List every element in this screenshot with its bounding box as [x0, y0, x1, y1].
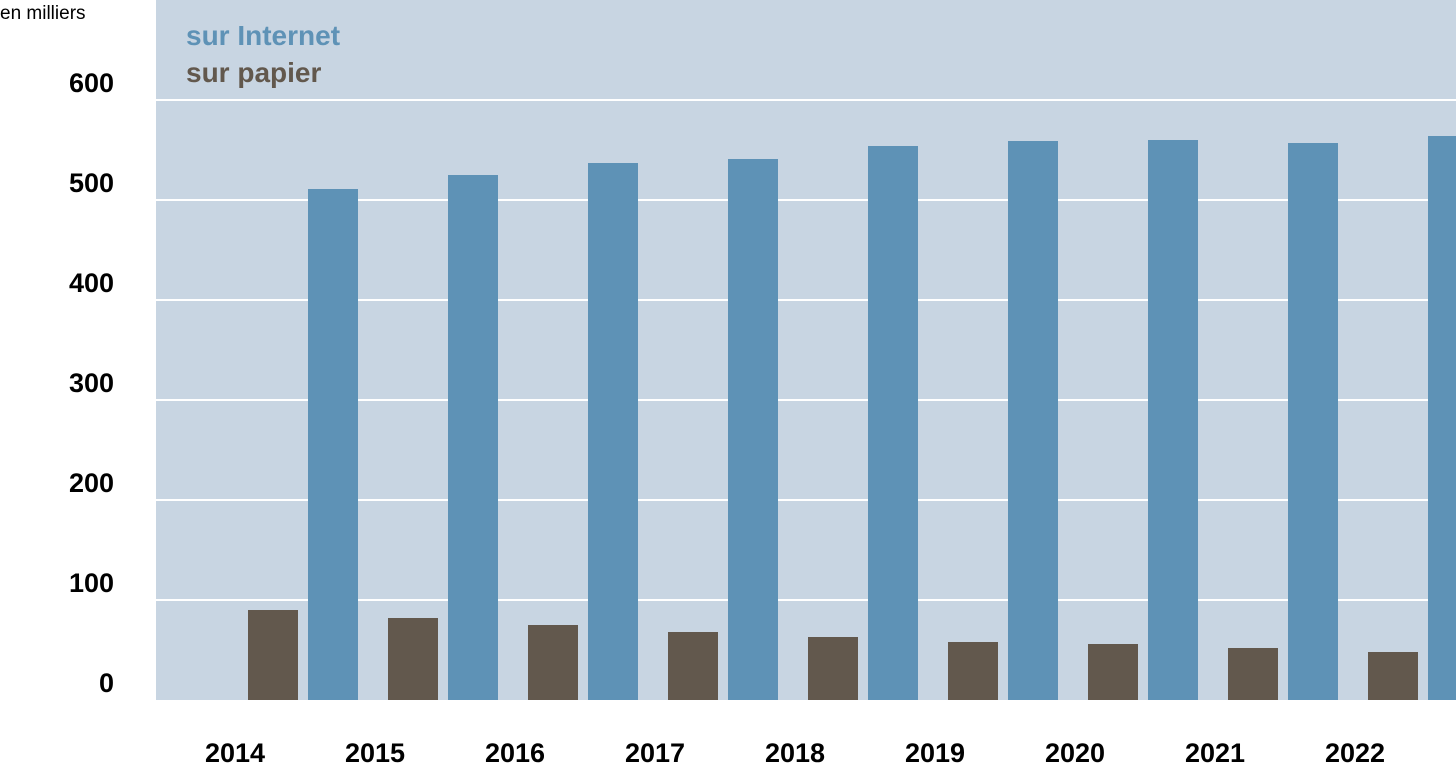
bar-sur-papier-2017 — [668, 632, 718, 700]
bar-sur-papier-2020 — [1088, 644, 1138, 700]
bar-sur-internet-2022 — [1428, 136, 1456, 700]
y-tick-label: 0 — [99, 668, 114, 698]
y-tick-label: 500 — [69, 168, 114, 198]
bar-sur-papier-2021 — [1228, 648, 1278, 700]
y-tick-label: 600 — [69, 68, 114, 98]
legend-entry: sur papier — [186, 57, 321, 88]
y-axis-tick-labels: 0 100 200 300 400 500 600 — [69, 68, 114, 698]
bar-sur-internet-2017 — [728, 159, 778, 700]
bar-sur-internet-2015 — [448, 175, 498, 700]
x-tick-label: 2021 — [1185, 738, 1245, 768]
x-tick-label: 2020 — [1045, 738, 1105, 768]
bars — [248, 136, 1456, 700]
x-tick-label: 2018 — [765, 738, 825, 768]
x-tick-label: 2019 — [905, 738, 965, 768]
bar-sur-internet-2014 — [308, 189, 358, 700]
plot-background — [156, 0, 1456, 700]
bar-sur-papier-2019 — [948, 642, 998, 700]
x-tick-label: 2016 — [485, 738, 545, 768]
bar-sur-internet-2020 — [1148, 140, 1198, 700]
bar-sur-papier-2015 — [388, 618, 438, 700]
y-tick-label: 400 — [69, 268, 114, 298]
bar-sur-internet-2016 — [588, 163, 638, 700]
bar-sur-internet-2018 — [868, 146, 918, 700]
x-axis-tick-labels: 2014 2015 2016 2017 2018 2019 2020 2021 2022 — [205, 738, 1385, 768]
gridlines — [156, 99, 1456, 601]
y-tick-label: 300 — [69, 368, 114, 398]
x-tick-label: 2015 — [345, 738, 405, 768]
bar-sur-papier-2018 — [808, 637, 858, 700]
x-tick-label: 2017 — [625, 738, 685, 768]
bar-sur-papier-2016 — [528, 625, 578, 700]
bar-sur-papier-2014 — [248, 610, 298, 700]
y-tick-label: 100 — [69, 568, 114, 598]
bar-sur-internet-2019 — [1008, 141, 1058, 700]
bar-sur-internet-2021 — [1288, 143, 1338, 700]
x-tick-label: 2022 — [1325, 738, 1385, 768]
y-tick-label: 200 — [69, 468, 114, 498]
x-tick-label: 2014 — [205, 738, 265, 768]
bar-sur-papier-2022 — [1368, 652, 1418, 700]
y-axis-unit-label: en milliers — [0, 3, 86, 24]
legend: sur Internet sur papier — [186, 20, 340, 88]
legend-entry: sur Internet — [186, 20, 340, 51]
